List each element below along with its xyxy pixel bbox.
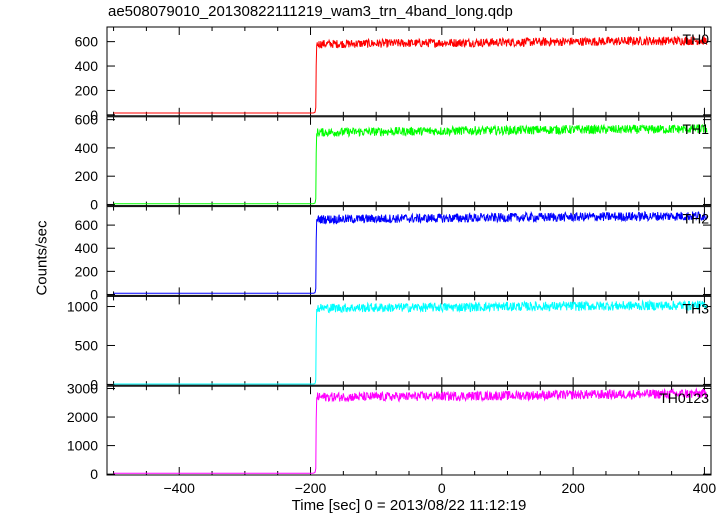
- y-tick-label-th0: 400: [75, 58, 99, 74]
- x-tick-label: 0: [438, 480, 446, 496]
- y-tick-label-th2: 200: [75, 263, 99, 279]
- y-tick-label-th0123: 0: [90, 466, 98, 482]
- series-line-th3: [113, 299, 708, 385]
- y-tick-label-th0123: 1000: [67, 438, 98, 454]
- x-tick-label: −400: [163, 480, 195, 496]
- series-line-th0: [113, 35, 708, 114]
- y-tick-label-th3: 0: [90, 376, 98, 392]
- x-axis-label: Time [sec] 0 = 2013/08/22 11:12:19: [291, 497, 527, 514]
- y-tick-label-th2: 600: [75, 217, 99, 233]
- y-tick-label-th2: 400: [75, 240, 99, 256]
- panel-frame-th3: [106, 295, 712, 386]
- y-tick-label-th0: 200: [75, 82, 99, 98]
- y-axis-label: Counts/sec: [33, 220, 51, 296]
- y-tick-label-th1: 600: [75, 112, 99, 128]
- y-tick-label-th1: 0: [90, 196, 98, 212]
- x-tick-label: −200: [295, 480, 327, 496]
- series-label-th0: TH0: [683, 31, 710, 47]
- series-label-th3: TH3: [683, 300, 710, 316]
- y-tick-label-th0: 0: [90, 107, 98, 123]
- y-tick-label-th3: 500: [75, 337, 99, 353]
- series-label-th1: TH1: [683, 121, 710, 137]
- series-line-th0123: [113, 387, 708, 474]
- y-tick-label-th1: 400: [75, 140, 99, 156]
- y-tick-label-th0123: 2000: [67, 409, 98, 425]
- y-tick-label-th3: 1000: [67, 299, 98, 315]
- y-tick-label-th0123: 3000: [67, 380, 98, 396]
- series-label-th2: TH2: [683, 211, 710, 227]
- y-tick-label-th2: 0: [90, 286, 98, 302]
- y-tick-label-th0: 600: [75, 34, 99, 50]
- series-line-th1: [113, 123, 708, 205]
- y-tick-label-th1: 200: [75, 168, 99, 184]
- panel-frame-th0123: [106, 385, 712, 476]
- x-tick-label: 400: [693, 480, 717, 496]
- series-line-th2: [113, 210, 708, 294]
- series-label-th0123: TH0123: [659, 390, 709, 406]
- chart-title: ae508079010_20130822111219_wam3_trn_4ban…: [108, 3, 513, 20]
- x-tick-label: 200: [561, 480, 585, 496]
